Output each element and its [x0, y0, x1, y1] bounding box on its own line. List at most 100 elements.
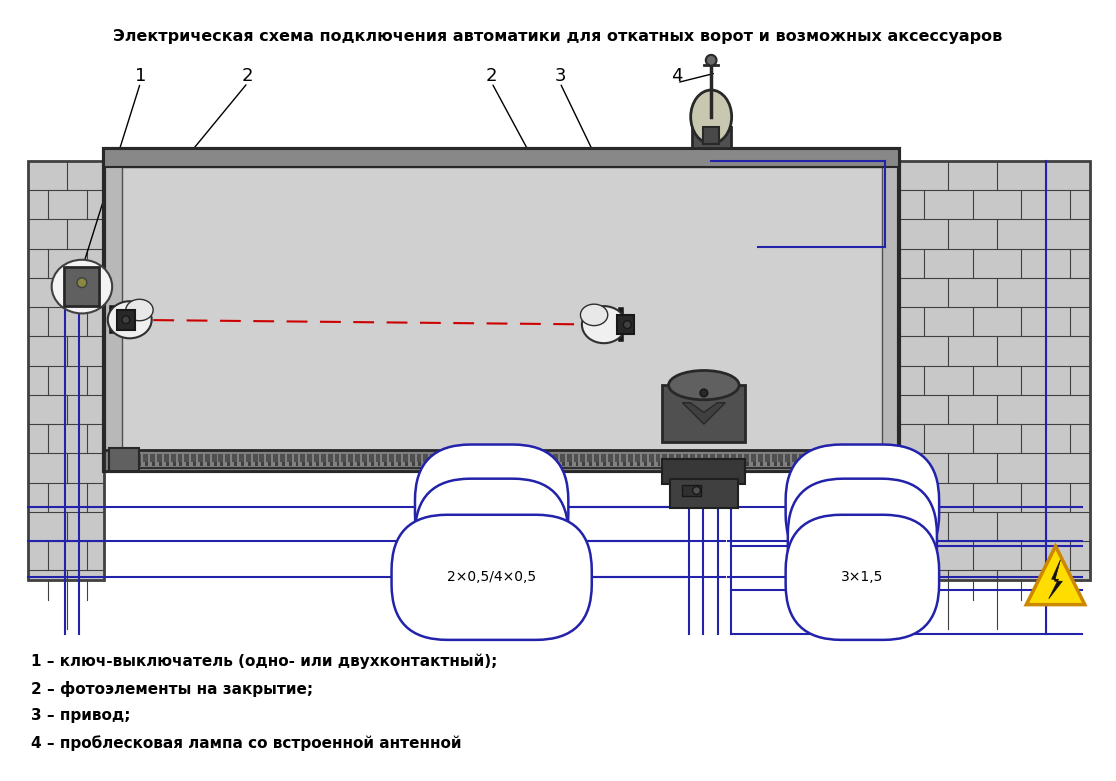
- Bar: [560, 455, 565, 462]
- Bar: [801, 462, 804, 466]
- Bar: [521, 462, 523, 466]
- Bar: [624, 462, 626, 466]
- Circle shape: [122, 316, 129, 323]
- Bar: [396, 455, 401, 462]
- Bar: [432, 462, 435, 466]
- Bar: [225, 455, 230, 462]
- Bar: [764, 455, 770, 462]
- Bar: [719, 462, 722, 466]
- Bar: [532, 455, 538, 462]
- Bar: [294, 455, 298, 462]
- Bar: [744, 455, 749, 462]
- Bar: [355, 455, 360, 462]
- Bar: [451, 455, 455, 462]
- Bar: [177, 455, 182, 462]
- Bar: [302, 462, 306, 466]
- Circle shape: [693, 487, 701, 494]
- Bar: [193, 462, 196, 466]
- Bar: [261, 462, 264, 466]
- Bar: [117, 310, 135, 330]
- Text: 4×0,5: 4×0,5: [471, 500, 512, 514]
- Bar: [344, 462, 346, 466]
- Bar: [663, 455, 667, 462]
- Bar: [881, 455, 886, 462]
- Bar: [205, 455, 210, 462]
- Ellipse shape: [668, 370, 739, 400]
- Bar: [795, 462, 797, 466]
- Bar: [445, 462, 449, 466]
- Bar: [655, 455, 661, 462]
- Bar: [519, 455, 523, 462]
- Bar: [692, 462, 694, 466]
- Bar: [416, 455, 422, 462]
- Bar: [860, 455, 865, 462]
- Bar: [437, 455, 442, 462]
- Bar: [314, 455, 319, 462]
- Bar: [773, 462, 777, 466]
- Bar: [683, 455, 687, 462]
- Bar: [348, 455, 353, 462]
- Bar: [412, 462, 414, 466]
- Bar: [267, 455, 271, 462]
- Bar: [487, 462, 490, 466]
- Text: RG58: RG58: [844, 534, 882, 548]
- Bar: [248, 462, 251, 466]
- Bar: [350, 462, 353, 466]
- Bar: [600, 455, 606, 462]
- Bar: [569, 462, 571, 466]
- Text: 2×1,5: 2×1,5: [841, 500, 884, 514]
- Bar: [819, 455, 825, 462]
- Bar: [615, 455, 619, 462]
- Bar: [206, 462, 210, 466]
- Bar: [287, 455, 291, 462]
- Bar: [841, 462, 845, 466]
- Bar: [849, 462, 852, 466]
- Bar: [747, 462, 749, 466]
- Bar: [616, 462, 619, 466]
- Bar: [466, 462, 469, 466]
- Text: 2: 2: [242, 67, 253, 85]
- Bar: [821, 462, 825, 466]
- Bar: [663, 385, 745, 442]
- Bar: [725, 462, 729, 466]
- Bar: [663, 459, 745, 483]
- Bar: [384, 462, 387, 466]
- Bar: [806, 455, 810, 462]
- Bar: [670, 455, 674, 462]
- Bar: [535, 462, 538, 466]
- Bar: [786, 455, 790, 462]
- Bar: [508, 462, 510, 466]
- Bar: [129, 455, 135, 462]
- Bar: [840, 455, 845, 462]
- Bar: [228, 462, 230, 466]
- Bar: [328, 455, 333, 462]
- Bar: [493, 462, 497, 466]
- Bar: [567, 455, 571, 462]
- Bar: [254, 462, 258, 466]
- Bar: [212, 455, 217, 462]
- Bar: [555, 462, 558, 466]
- Bar: [731, 455, 735, 462]
- Bar: [631, 462, 633, 466]
- Ellipse shape: [580, 304, 608, 326]
- Bar: [152, 462, 155, 466]
- Bar: [430, 455, 435, 462]
- Bar: [383, 455, 387, 462]
- Bar: [158, 462, 162, 466]
- Bar: [364, 462, 367, 466]
- Bar: [779, 455, 783, 462]
- Bar: [268, 462, 271, 466]
- Bar: [724, 455, 729, 462]
- Bar: [423, 455, 429, 462]
- Bar: [854, 455, 858, 462]
- Bar: [444, 455, 449, 462]
- Bar: [716, 455, 722, 462]
- Circle shape: [705, 55, 716, 66]
- Bar: [116, 455, 121, 462]
- Bar: [583, 462, 585, 466]
- Bar: [405, 462, 407, 466]
- Bar: [699, 462, 702, 466]
- Bar: [874, 455, 879, 462]
- Bar: [282, 462, 285, 466]
- Bar: [109, 455, 114, 462]
